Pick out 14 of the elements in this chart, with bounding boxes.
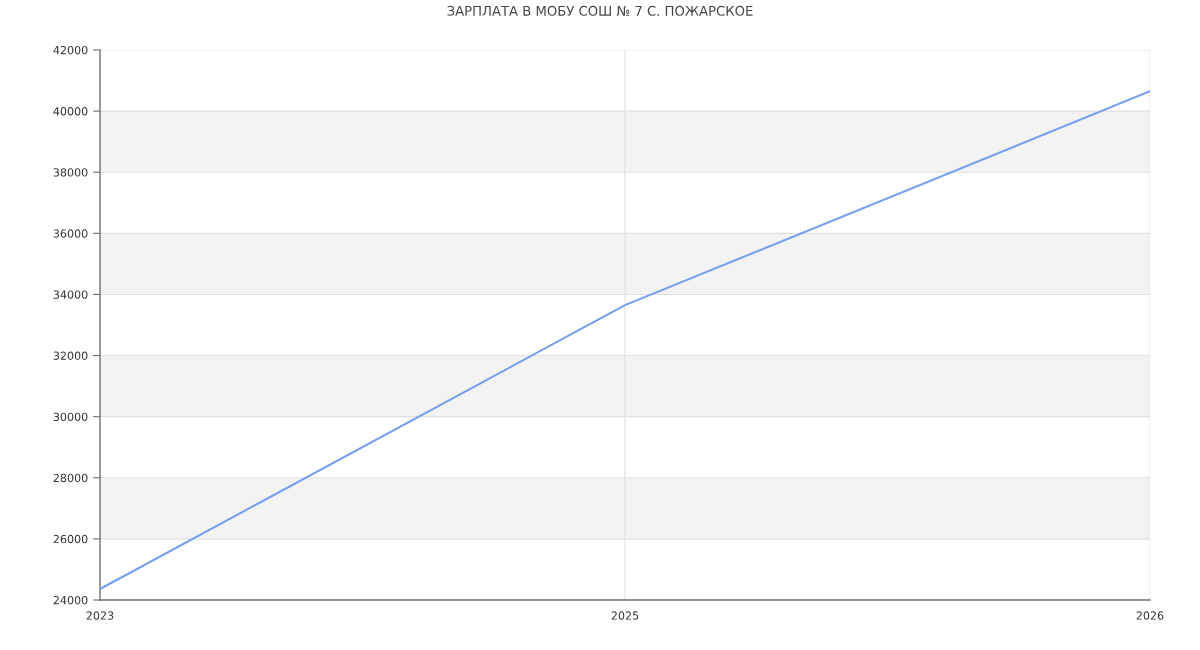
chart-title: ЗАРПЛАТА В МОБУ СОШ № 7 С. ПОЖАРСКОЕ (447, 5, 753, 16)
y-tick-label: 24000 (53, 595, 88, 605)
y-tick-label: 34000 (53, 290, 88, 299)
y-tick-label: 32000 (53, 351, 88, 360)
x-tick-label: 2023 (86, 611, 114, 620)
y-tick-label: 26000 (53, 534, 88, 544)
x-tick-label: 2026 (1136, 611, 1164, 620)
y-tick-label: 42000 (53, 45, 88, 55)
y-tick-label: 36000 (53, 229, 88, 238)
y-tick-label: 38000 (53, 168, 88, 177)
x-tick-label: 2025 (611, 611, 639, 620)
y-tick-label: 30000 (53, 412, 88, 422)
y-tick-label: 40000 (53, 107, 88, 116)
y-tick-label: 28000 (53, 473, 88, 483)
